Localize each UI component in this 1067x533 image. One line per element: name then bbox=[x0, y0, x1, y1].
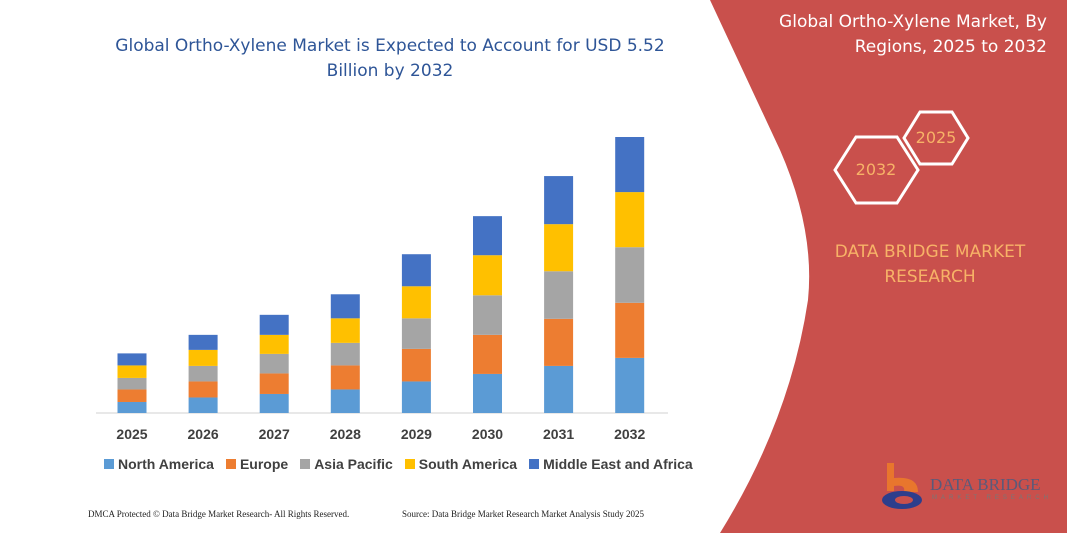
bar-segment-2029-south-america bbox=[401, 286, 431, 319]
bar-segment-2032-europe bbox=[615, 302, 645, 358]
bar-segment-2031-asia-pacific bbox=[544, 271, 574, 319]
panel-title: Global Ortho-Xylene Market, By Regions, … bbox=[779, 12, 1047, 57]
chart-title: Global Ortho-Xylene Market is Expected t… bbox=[115, 36, 665, 81]
x-tick-label: 2032 bbox=[614, 426, 646, 442]
bar-segment-2025-asia-pacific bbox=[117, 377, 147, 390]
logo-mark bbox=[882, 463, 922, 509]
legend-item: Middle East and Africa bbox=[529, 456, 693, 472]
bar-segment-2025-south-america bbox=[117, 365, 147, 378]
legend-label: Middle East and Africa bbox=[543, 456, 693, 472]
bar-segment-2029-europe bbox=[401, 348, 431, 382]
legend-swatch bbox=[404, 459, 415, 469]
bar-segment-2026-south-america bbox=[188, 349, 218, 366]
legend-label: North America bbox=[118, 456, 214, 472]
x-tick-label: 2028 bbox=[329, 426, 361, 442]
hex-label-2025: 2025 bbox=[915, 128, 957, 147]
legend-item: Europe bbox=[225, 456, 289, 472]
bar-segment-2032-south-america bbox=[615, 192, 645, 248]
bar-segment-2029-asia-pacific bbox=[401, 318, 431, 349]
bar-segment-2029-middle-east-and-africa bbox=[401, 254, 431, 287]
bar-segment-2028-europe bbox=[330, 365, 360, 390]
legend-swatch bbox=[225, 459, 236, 469]
bar-segment-2026-europe bbox=[188, 381, 218, 398]
footer-source: Source: Data Bridge Market Research Mark… bbox=[402, 509, 644, 519]
bar-segment-2027-asia-pacific bbox=[259, 353, 289, 374]
legend-swatch bbox=[104, 459, 114, 469]
hex-label-2032: 2032 bbox=[855, 160, 897, 179]
bar-segment-2028-south-america bbox=[330, 318, 360, 343]
legend-swatch bbox=[300, 459, 311, 469]
brand-text: DATA BRIDGE MARKET RESEARCH bbox=[834, 242, 1026, 287]
bar-segment-2027-europe bbox=[259, 373, 289, 394]
logo-subtext: MARKET RESEARCH bbox=[932, 495, 1052, 501]
bar-segment-2029-north-america bbox=[401, 381, 431, 413]
bar-segment-2030-europe bbox=[473, 334, 502, 374]
bar-segment-2028-asia-pacific bbox=[330, 342, 360, 366]
legend: North America Europe Asia Pacific South Ame… bbox=[104, 456, 693, 472]
bar-segment-2030-asia-pacific bbox=[473, 295, 502, 335]
legend-item: South America bbox=[404, 456, 518, 472]
legend-swatch bbox=[529, 459, 540, 469]
bar-segment-2025-middle-east-and-africa bbox=[117, 353, 147, 366]
legend-item: North America bbox=[104, 456, 214, 472]
bar-segment-2026-north-america bbox=[188, 397, 218, 413]
x-tick-label: 2029 bbox=[400, 426, 432, 442]
bar-segment-2031-middle-east-and-africa bbox=[544, 176, 574, 225]
bar-segment-2025-europe bbox=[117, 389, 147, 402]
bar-segment-2030-middle-east-and-africa bbox=[473, 216, 502, 256]
logo-text: DATA BRIDGE bbox=[930, 475, 1041, 494]
x-tick-label: 2026 bbox=[187, 426, 219, 442]
bar-segment-2026-middle-east-and-africa bbox=[188, 334, 218, 350]
red-side-panel bbox=[710, 0, 1067, 533]
bar-segment-2027-middle-east-and-africa bbox=[259, 314, 289, 335]
footer-copyright: DMCA Protected © Data Bridge Market Rese… bbox=[88, 509, 350, 519]
hexagon-2025 bbox=[902, 110, 970, 166]
x-tick-label: 2030 bbox=[471, 426, 504, 442]
bar-segment-2030-north-america bbox=[473, 373, 502, 413]
bar-segment-2027-north-america bbox=[259, 393, 289, 413]
bar-segment-2032-north-america bbox=[615, 357, 645, 413]
bar-segment-2027-south-america bbox=[259, 334, 289, 354]
bar-segment-2030-south-america bbox=[473, 255, 502, 296]
bar-segment-2031-south-america bbox=[544, 224, 574, 272]
bar-segment-2031-north-america bbox=[544, 365, 574, 413]
bar-group bbox=[117, 137, 645, 413]
x-tick-label: 2031 bbox=[543, 426, 575, 442]
bar-segment-2032-asia-pacific bbox=[615, 247, 645, 303]
bar-segment-2031-europe bbox=[544, 318, 574, 366]
bar-segment-2028-middle-east-and-africa bbox=[330, 294, 360, 319]
legend-item: Asia Pacific bbox=[300, 456, 393, 472]
x-tick-label: 2025 bbox=[116, 426, 148, 442]
bar-segment-2025-north-america bbox=[117, 401, 147, 413]
hexagon-2032 bbox=[833, 135, 920, 205]
bar-segment-2028-north-america bbox=[330, 389, 360, 413]
legend-label: Europe bbox=[239, 456, 289, 472]
bar-segment-2026-asia-pacific bbox=[188, 365, 218, 382]
bar-segment-2032-middle-east-and-africa bbox=[615, 137, 645, 193]
legend-label: Asia Pacific bbox=[314, 456, 393, 472]
legend-label: South America bbox=[418, 456, 518, 472]
x-tick-label: 2027 bbox=[258, 426, 290, 442]
